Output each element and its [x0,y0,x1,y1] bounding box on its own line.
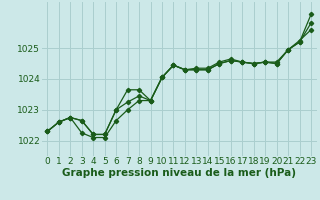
X-axis label: Graphe pression niveau de la mer (hPa): Graphe pression niveau de la mer (hPa) [62,168,296,178]
